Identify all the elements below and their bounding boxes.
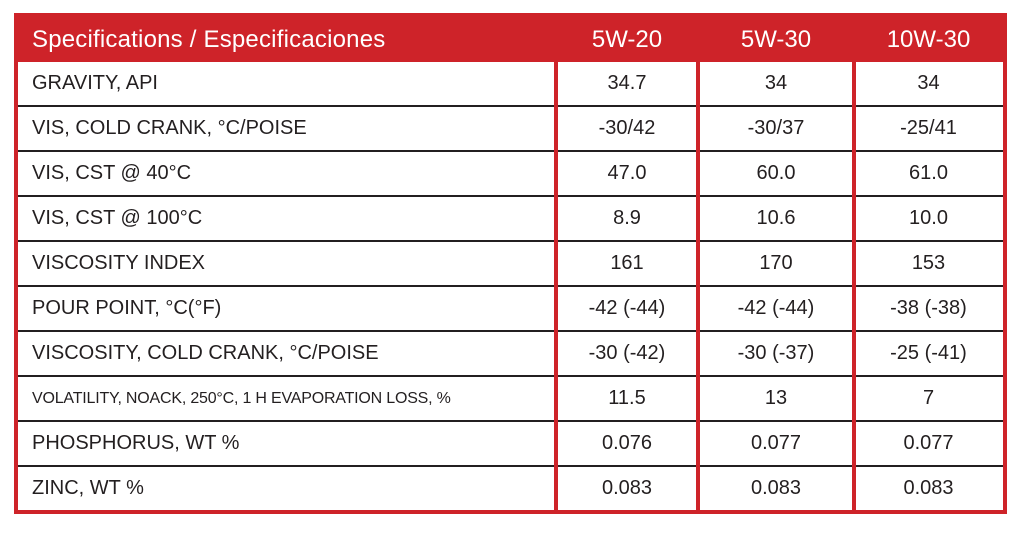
spec-value-10w30: 34 [917, 72, 940, 94]
spec-value-5w20: -30/42 [598, 117, 656, 139]
table-row: PHOSPHORUS, WT % 0.076 0.077 0.077 [18, 420, 1003, 465]
column-header-10w30: 10W-30 [886, 25, 971, 53]
spec-value-5w30: 0.083 [750, 477, 802, 499]
spec-label: ZINC, WT % [32, 477, 144, 499]
spec-label: VOLATILITY, NOACK, 250°C, 1 H EVAPORATIO… [32, 389, 451, 407]
spec-value-5w30: -42 (-44) [737, 297, 815, 319]
spec-value-5w20: -30 (-42) [588, 342, 666, 364]
spec-value-5w20: 34.7 [607, 72, 647, 94]
spec-value-5w30: 13 [764, 387, 788, 409]
spec-value-5w20: 0.076 [601, 432, 653, 454]
spec-label: VIS, CST @ 40°C [32, 162, 192, 184]
spec-value-10w30: -25/41 [900, 117, 957, 139]
table-row: VIS, CST @ 100°C 8.9 10.6 10.0 [18, 195, 1003, 240]
table-row: VOLATILITY, NOACK, 250°C, 1 H EVAPORATIO… [18, 375, 1003, 420]
spec-label: VISCOSITY INDEX [32, 252, 206, 274]
column-divider-2 [696, 62, 700, 510]
spec-value-5w20: 11.5 [608, 387, 646, 409]
table-header-row: Specifications / Especificaciones 5W-20 … [18, 17, 1003, 62]
spec-value-5w20: 161 [610, 252, 644, 274]
spec-value-5w20: 8.9 [613, 207, 641, 229]
column-divider-3 [852, 62, 856, 510]
column-header-5w20: 5W-20 [591, 25, 663, 53]
spec-label: GRAVITY, API [32, 72, 158, 94]
spec-label: VIS, CST @ 100°C [32, 207, 203, 229]
table-row: VISCOSITY, COLD CRANK, °C/POISE -30 (-42… [18, 330, 1003, 375]
table-row: VISCOSITY INDEX 161 170 153 [18, 240, 1003, 285]
spec-value-5w30: 10.6 [756, 207, 796, 229]
spec-value-5w20: -42 (-44) [588, 297, 666, 319]
spec-value-5w30: 34 [764, 72, 788, 94]
column-header-5w30: 5W-30 [740, 25, 812, 53]
spec-label: VIS, COLD CRANK, °C/POISE [32, 117, 307, 139]
spec-value-5w30: 170 [759, 252, 793, 274]
spec-value-5w30: -30 (-37) [737, 342, 815, 364]
spec-value-5w30: -30/37 [747, 117, 805, 139]
table-row: VIS, CST @ 40°C 47.0 60.0 61.0 [18, 150, 1003, 195]
spec-label: VISCOSITY, COLD CRANK, °C/POISE [32, 342, 379, 364]
column-divider-1 [554, 62, 558, 510]
spec-value-10w30: 10.0 [909, 207, 948, 229]
spec-value-10w30: 61.0 [909, 162, 948, 184]
spec-value-5w30: 0.077 [750, 432, 802, 454]
spec-value-5w30: 60.0 [756, 162, 796, 184]
table-row: GRAVITY, API 34.7 34 34 [18, 62, 1003, 105]
specifications-table: Specifications / Especificaciones 5W-20 … [14, 13, 1007, 514]
spec-value-5w20: 0.083 [601, 477, 653, 499]
spec-value-10w30: 0.077 [903, 432, 954, 454]
table-row: POUR POINT, °C(°F) -42 (-44) -42 (-44) -… [18, 285, 1003, 330]
table-row: ZINC, WT % 0.083 0.083 0.083 [18, 465, 1003, 510]
spec-value-10w30: -25 (-41) [890, 342, 967, 364]
spec-value-5w20: 47.0 [607, 162, 647, 184]
table-row: VIS, COLD CRANK, °C/POISE -30/42 -30/37 … [18, 105, 1003, 150]
spec-label: POUR POINT, °C(°F) [32, 297, 222, 319]
spec-value-10w30: 153 [911, 252, 946, 274]
spec-value-10w30: 7 [922, 387, 935, 409]
table-title: Specifications / Especificaciones [32, 25, 386, 53]
table-body: GRAVITY, API 34.7 34 34 VIS, COLD CRANK,… [18, 62, 1003, 510]
spec-label: PHOSPHORUS, WT % [32, 432, 240, 454]
spec-value-10w30: -38 (-38) [890, 297, 967, 319]
spec-value-10w30: 0.083 [903, 477, 954, 499]
